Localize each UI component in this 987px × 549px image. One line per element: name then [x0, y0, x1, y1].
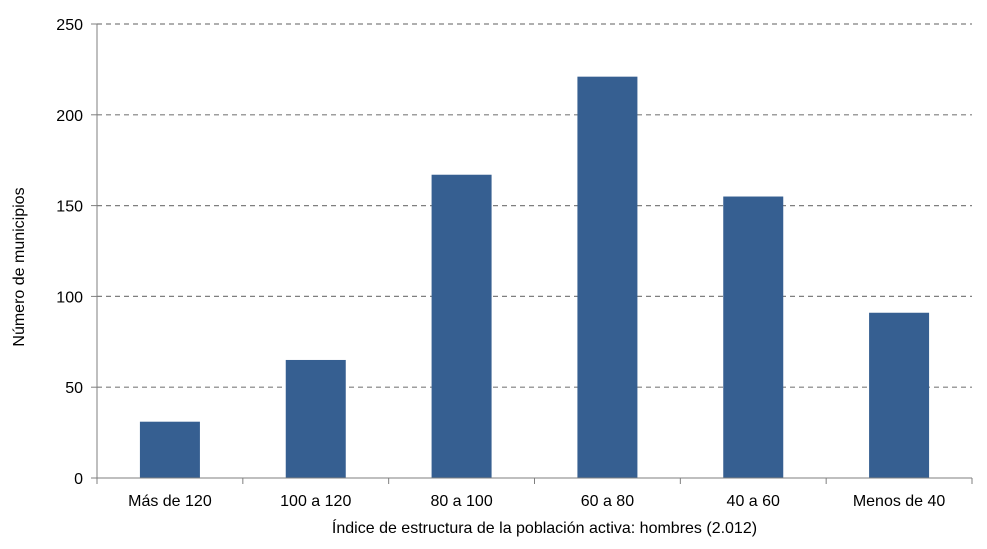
y-tick-labels: 0 50 100 150 200 250	[56, 17, 83, 488]
bar	[869, 312, 930, 478]
y-tick-label: 150	[56, 199, 83, 216]
x-tick-labels: Más de 120 100 a 120 80 a 100 60 a 80 40 a 6…	[128, 493, 945, 510]
x-tick-label: 60 a 80	[581, 493, 634, 510]
bars	[139, 76, 930, 478]
x-axis-title: Índice de estructura de la población act…	[332, 518, 757, 537]
y-axis-title: Número de municipios	[11, 187, 28, 346]
bar	[285, 359, 346, 478]
bar	[577, 76, 638, 478]
x-tick-label: 40 a 60	[727, 493, 780, 510]
y-tick-label: 0	[74, 471, 83, 488]
bar	[723, 196, 784, 478]
x-tick-label: Menos de 40	[853, 493, 946, 510]
x-tick-label: Más de 120	[128, 493, 212, 510]
y-tick-label: 100	[56, 289, 83, 306]
y-tick-label: 250	[56, 17, 83, 34]
y-tick-label: 200	[56, 108, 83, 125]
gridlines	[97, 23, 972, 388]
axes	[91, 23, 973, 484]
bar	[139, 421, 200, 478]
y-tick-label: 50	[65, 380, 83, 397]
x-tick-label: 80 a 100	[430, 493, 492, 510]
bar	[431, 174, 492, 478]
x-tick-label: 100 a 120	[280, 493, 351, 510]
